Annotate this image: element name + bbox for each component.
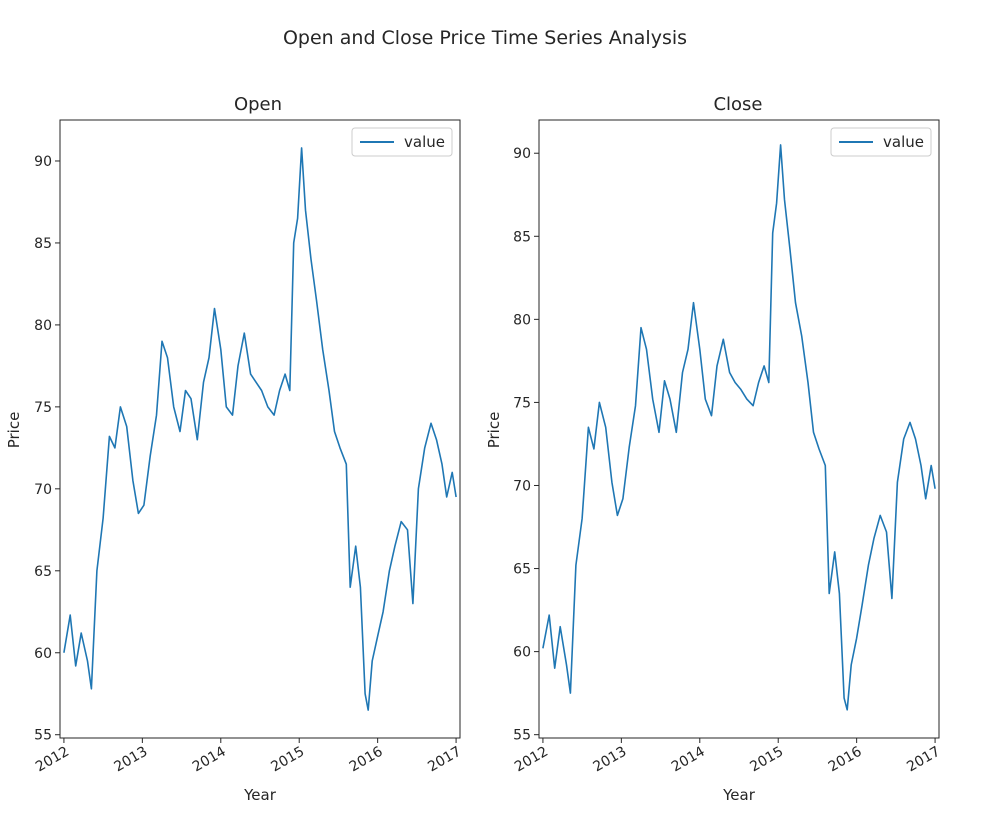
y-tick-label: 85 (34, 236, 52, 252)
x-ticks-close: 2012 2013 2014 2015 2016 2017 (512, 738, 943, 775)
y-tick-label: 90 (513, 146, 531, 162)
plot-frame-open (59, 119, 461, 739)
legend-close: value (830, 127, 932, 157)
legend-label-close: value (883, 133, 924, 151)
legend-box-open (351, 127, 453, 157)
y-tick-label: 75 (513, 395, 531, 411)
x-tick-label: 2016 (826, 744, 865, 776)
y-tick-label: 65 (34, 564, 52, 580)
y-tick-label: 65 (513, 562, 531, 578)
y-tick-label: 70 (513, 478, 531, 494)
x-tick-label: 2012 (33, 744, 72, 776)
x-tick-label: 2017 (425, 744, 464, 776)
y-axis-label-open: Price (5, 412, 23, 449)
y-tick-label: 55 (34, 728, 52, 744)
legend-box-close (830, 127, 932, 157)
figure-title: Open and Close Price Time Series Analysi… (283, 27, 687, 49)
panel-title-close: Close (713, 94, 762, 115)
y-tick-label: 70 (34, 482, 52, 498)
x-tick-label: 2014 (669, 744, 708, 776)
y-ticks-open: 55 60 65 70 75 80 85 90 (34, 154, 60, 744)
y-ticks-close: 55 60 65 70 75 80 85 90 (513, 146, 539, 744)
x-axis-label-close: Year (722, 786, 756, 804)
y-tick-label: 55 (513, 728, 531, 744)
x-tick-label: 2012 (512, 744, 551, 776)
x-tick-label: 2017 (904, 744, 943, 776)
y-tick-label: 60 (513, 645, 531, 661)
x-axis-label-open: Year (243, 786, 277, 804)
series-line-close (542, 144, 936, 711)
x-tick-label: 2015 (747, 744, 786, 776)
x-tick-label: 2013 (111, 744, 150, 776)
series-line-open (63, 147, 457, 711)
x-tick-label: 2015 (268, 744, 307, 776)
y-axis-label-close: Price (485, 412, 503, 449)
x-tick-label: 2013 (590, 744, 629, 776)
x-tick-label: 2016 (347, 744, 386, 776)
panel-title-open: Open (234, 94, 282, 115)
plot-frame-close (538, 119, 940, 739)
y-tick-label: 85 (513, 229, 531, 245)
y-tick-label: 90 (34, 154, 52, 170)
y-tick-label: 60 (34, 646, 52, 662)
x-tick-label: 2014 (190, 744, 229, 776)
legend-open: value (351, 127, 453, 157)
y-tick-label: 75 (34, 400, 52, 416)
y-tick-label: 80 (34, 318, 52, 334)
y-tick-label: 80 (513, 312, 531, 328)
legend-label-open: value (404, 133, 445, 151)
x-ticks-open: 2012 2013 2014 2015 2016 2017 (33, 738, 464, 775)
